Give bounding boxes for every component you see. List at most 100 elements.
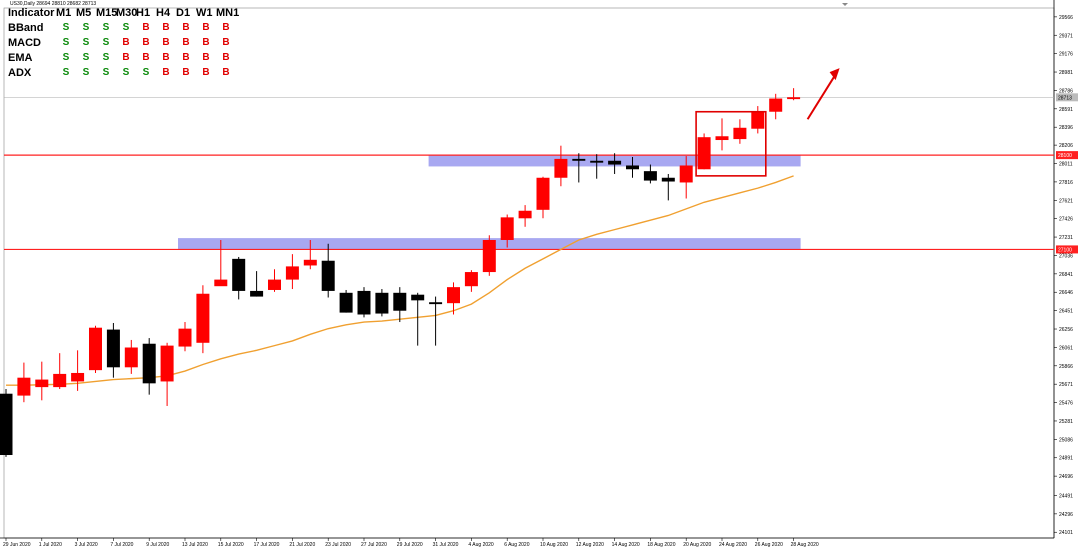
candle-body <box>769 98 783 112</box>
indicator-row-ema: EMA S S S B B B B B B <box>8 50 236 65</box>
y-tick-label: 24101 <box>1059 530 1073 536</box>
trend-arrow-head <box>829 68 840 81</box>
candle-body <box>178 328 192 347</box>
signal-cell: B <box>182 22 190 33</box>
x-tick-label: 6 Aug 2020 <box>504 542 530 548</box>
x-tick-label: 1 Jul 2020 <box>39 542 62 548</box>
candle-body <box>89 327 102 371</box>
candle-body <box>608 160 622 165</box>
signal-cell: S <box>122 22 130 33</box>
x-tick-label: 26 Aug 2020 <box>755 542 783 548</box>
candle-body <box>53 373 67 388</box>
candle-body <box>643 171 657 181</box>
candle-body <box>590 160 604 163</box>
y-tick-label: 26256 <box>1059 327 1073 333</box>
y-tick-label: 26646 <box>1059 290 1073 296</box>
signal-cell: S <box>82 37 90 48</box>
y-tick-label: 27036 <box>1059 253 1073 259</box>
candle-body <box>715 136 729 141</box>
indicator-name: BBand <box>8 21 44 34</box>
y-tick-label: 25866 <box>1059 364 1073 370</box>
breakout-highlight-box <box>695 110 767 177</box>
x-tick-label: 12 Aug 2020 <box>576 542 604 548</box>
candle-body <box>464 272 478 287</box>
candle-body <box>303 259 317 266</box>
candle-body <box>357 290 371 315</box>
price-level-label: 28100 <box>1058 153 1072 159</box>
indicator-row-macd: MACD S S S B B B B B B <box>8 35 236 50</box>
y-tick-label: 28786 <box>1059 88 1073 94</box>
signal-cell: B <box>222 22 230 33</box>
candle-body <box>375 292 389 314</box>
candle-body <box>679 165 693 183</box>
x-tick-label: 9 Jul 2020 <box>146 542 169 548</box>
x-tick-label: 4 Aug 2020 <box>468 542 494 548</box>
x-tick-label: 28 Aug 2020 <box>791 542 819 548</box>
y-tick-label: 24891 <box>1059 456 1073 462</box>
x-tick-label: 20 Aug 2020 <box>683 542 711 548</box>
timeframe-header-h1: H1 <box>136 6 151 19</box>
x-tick-label: 14 Aug 2020 <box>612 542 640 548</box>
y-tick-label: 25281 <box>1059 419 1073 425</box>
y-tick-label: 28981 <box>1059 70 1073 76</box>
signal-cell: B <box>182 37 190 48</box>
x-tick-label: 21 Jul 2020 <box>289 542 315 548</box>
timeframe-header-m15: M15 <box>96 6 118 19</box>
candle-body <box>0 393 13 456</box>
signal-cell: B <box>162 22 170 33</box>
signal-cell: B <box>122 37 130 48</box>
candle-body <box>447 287 460 304</box>
y-tick-label: 26451 <box>1059 309 1073 315</box>
signal-cell: B <box>202 37 210 48</box>
y-tick-label: 28011 <box>1059 162 1073 168</box>
x-tick-label: 23 Jul 2020 <box>325 542 351 548</box>
candle-body <box>142 343 156 384</box>
candle-body <box>572 158 586 161</box>
signal-cell: S <box>82 52 90 63</box>
candle-body <box>697 137 711 170</box>
indicator-signal-table: Indicator M1 M5 M15 M30 H1 H4 D1 W1 MN1 BBand S S S S B… <box>8 5 240 80</box>
x-tick-label: 24 Aug 2020 <box>719 542 747 548</box>
timeframe-header-mn1: MN1 <box>216 6 240 19</box>
y-tick-label: 26841 <box>1059 272 1073 278</box>
indicator-row-bband: BBand S S S S B B B B B <box>8 20 236 35</box>
x-tick-label: 13 Jul 2020 <box>182 542 208 548</box>
x-tick-label: 7 Jul 2020 <box>110 542 133 548</box>
moving-average-line <box>6 175 794 386</box>
signal-cell: S <box>82 67 90 78</box>
signal-cell: B <box>182 52 190 63</box>
timeframe-header-m1: M1 <box>56 6 72 19</box>
indicator-name: EMA <box>8 51 33 64</box>
x-tick-label: 10 Aug 2020 <box>540 542 568 548</box>
timeframe-header-h4: H4 <box>156 6 171 19</box>
y-tick-label: 29176 <box>1059 52 1073 58</box>
signal-cell: B <box>122 52 130 63</box>
candle-body <box>196 293 210 343</box>
signal-cell: S <box>62 22 70 33</box>
candle-body <box>17 377 31 396</box>
candle-body <box>214 279 228 287</box>
y-tick-label: 26061 <box>1059 345 1073 351</box>
timeframe-header-m30: M30 <box>116 6 138 19</box>
signal-cell: B <box>162 67 170 78</box>
candle-body <box>482 239 496 273</box>
timeframe-header-d1: D1 <box>176 6 191 19</box>
window-marker-icon <box>842 3 848 6</box>
candle-body <box>160 345 174 382</box>
candle-body <box>393 292 407 311</box>
current-price-tag <box>1056 93 1078 102</box>
y-tick-label: 27621 <box>1059 198 1073 204</box>
symbol-title: US30,Daily 28694 28810 28682 28713 <box>10 1 97 7</box>
candle-body <box>733 127 747 140</box>
signal-cell: B <box>202 22 210 33</box>
y-tick-label: 28206 <box>1059 143 1073 149</box>
signal-cell: B <box>222 52 230 63</box>
candle-body <box>751 111 765 129</box>
x-tick-label: 29 Jul 2020 <box>397 542 423 548</box>
candle-body <box>554 158 568 178</box>
x-tick-label: 15 Jul 2020 <box>218 542 244 548</box>
price-level-tag <box>1056 151 1078 160</box>
y-tick-label: 24491 <box>1059 493 1073 499</box>
